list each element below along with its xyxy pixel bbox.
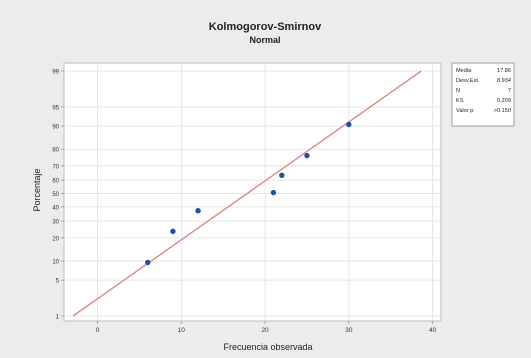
stat-value: >0.150 <box>494 108 511 114</box>
y-tick-label: 1 <box>56 315 60 321</box>
data-point <box>170 228 176 235</box>
x-axis-label: Frecuencia observada <box>223 342 312 352</box>
y-axis-ticks: 1 5 10 20 30 40 50 60 70 80 90 95 99 <box>52 70 64 321</box>
stat-label: KS <box>456 98 464 104</box>
data-point <box>346 121 352 128</box>
y-tick-label: 10 <box>52 259 59 265</box>
data-point <box>145 259 151 266</box>
stat-value: 0.209 <box>497 98 511 104</box>
fit-line <box>72 70 422 317</box>
x-tick-label: 0 <box>96 327 100 334</box>
stat-label: Valor p <box>456 108 473 114</box>
stat-label: Desv.Est. <box>456 78 480 84</box>
stat-label: N <box>456 88 460 94</box>
stat-value: 7 <box>508 88 511 94</box>
y-tick-label: 95 <box>52 105 59 111</box>
data-point <box>304 152 310 159</box>
fit-line-group <box>72 70 422 317</box>
y-tick-label: 5 <box>56 279 60 285</box>
stats-legend: Media 17.86 Desv.Est. 8.934 N 7 KS 0.209 Valor p… <box>456 68 511 114</box>
y-tick-label: 80 <box>52 148 59 154</box>
stat-label: Media <box>456 68 472 74</box>
chart-subtitle: Normal <box>249 35 280 45</box>
x-tick-label: 40 <box>429 327 437 334</box>
y-axis-label: Porcentaje <box>32 168 42 211</box>
stats-legend-box <box>451 62 515 127</box>
y-tick-label: 40 <box>52 205 59 211</box>
stat-value: 17.86 <box>497 68 511 74</box>
y-tick-label: 20 <box>52 236 59 242</box>
y-tick-label: 30 <box>52 220 59 226</box>
chart-title: Kolmogorov-Smirnov <box>209 21 322 33</box>
data-point <box>279 172 285 179</box>
x-tick-label: 30 <box>345 327 353 334</box>
grid <box>64 63 441 321</box>
x-tick-label: 10 <box>178 327 186 334</box>
y-tick-label: 99 <box>52 70 59 76</box>
x-axis-ticks: 0 10 20 30 40 <box>96 321 437 334</box>
data-point <box>195 207 201 214</box>
y-tick-label: 60 <box>52 179 59 185</box>
x-tick-label: 20 <box>261 327 269 334</box>
y-tick-label: 70 <box>52 164 59 170</box>
data-point <box>270 189 277 196</box>
stat-value: 8.934 <box>497 78 511 84</box>
data-points <box>145 121 352 266</box>
y-tick-label: 90 <box>52 125 59 131</box>
y-tick-label: 50 <box>52 192 59 198</box>
